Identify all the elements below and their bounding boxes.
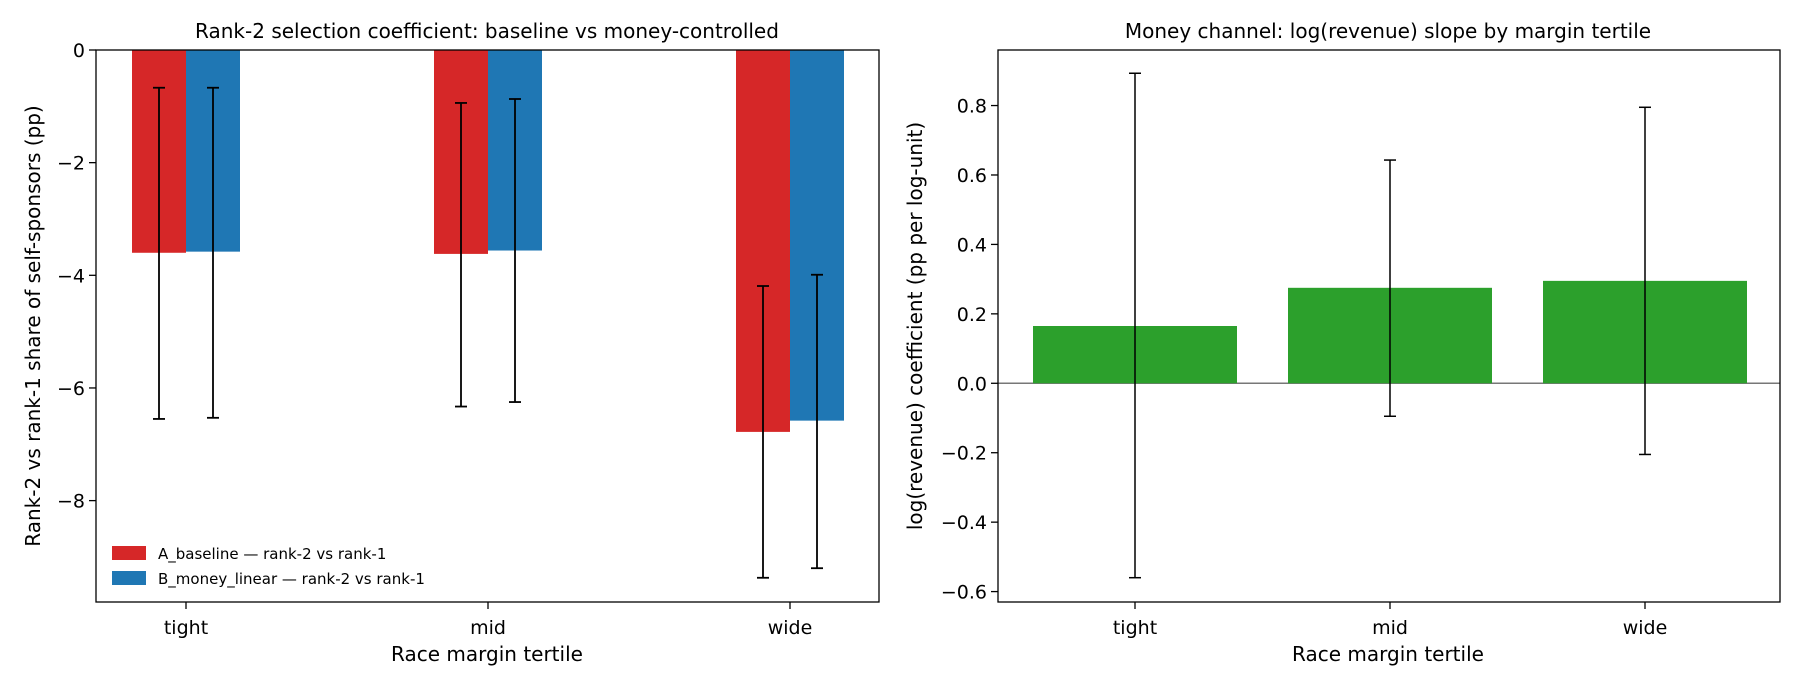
chart-left-xtick-label: wide bbox=[768, 617, 813, 639]
chart-left-error-bar bbox=[811, 273, 823, 570]
legend-swatch-b-money-linear bbox=[112, 571, 146, 585]
chart-left-xtick-label: mid bbox=[470, 617, 506, 639]
legend-label-a-baseline: A_baseline — rank-2 vs rank-1 bbox=[158, 545, 386, 564]
chart-right-ytick-label: −0.4 bbox=[941, 512, 987, 534]
chart-right-frame bbox=[997, 49, 1781, 603]
chart-left-ytick-label: −8 bbox=[57, 491, 85, 513]
chart-left-frame bbox=[95, 49, 880, 603]
chart-right-ytick-label: 0.8 bbox=[957, 96, 987, 118]
chart-right-plot-area: 0.8 0.6 0.4 0.2 0.0 −0.2 −0.4 −0.6 tight mid wide bbox=[941, 72, 1780, 639]
chart-right-xtick-label: mid bbox=[1372, 617, 1408, 639]
chart-left-xtick-label: tight bbox=[164, 617, 208, 639]
chart-right-ytick-label: −0.6 bbox=[941, 582, 987, 604]
chart-right-ytick-label: 0.6 bbox=[957, 165, 987, 187]
chart-left-title: Rank-2 selection coefficient: baseline v… bbox=[195, 19, 779, 43]
chart-left-ylabel: Rank-2 vs rank-1 share of self-sponsors … bbox=[21, 105, 45, 546]
chart-right-ytick-label: −0.2 bbox=[941, 443, 987, 465]
chart-left-legend: A_baseline — rank-2 vs rank-1 B_money_li… bbox=[112, 545, 425, 589]
chart-left-error-bar bbox=[207, 86, 219, 419]
chart-left-error-bar bbox=[153, 86, 165, 420]
chart-right: Money channel: log(revenue) slope by mar… bbox=[903, 19, 1781, 666]
chart-right-xlabel: Race margin tertile bbox=[1292, 642, 1484, 666]
chart-left: Rank-2 selection coefficient: baseline v… bbox=[21, 19, 880, 666]
chart-left-xlabel: Race margin tertile bbox=[391, 642, 583, 666]
chart-right-error-bar bbox=[1129, 72, 1141, 579]
chart-right-xtick-label: wide bbox=[1623, 617, 1668, 639]
legend-label-b-money-linear: B_money_linear — rank-2 vs rank-1 bbox=[158, 570, 425, 589]
chart-right-error-bar bbox=[1384, 159, 1396, 418]
chart-left-error-bar bbox=[757, 285, 769, 579]
chart-right-title: Money channel: log(revenue) slope by mar… bbox=[1125, 19, 1651, 43]
chart-right-ytick-label: 0.0 bbox=[957, 373, 987, 395]
chart-left-ytick-label: −2 bbox=[57, 153, 85, 175]
chart-left-error-bar bbox=[509, 98, 521, 403]
chart-right-ylabel: log(revenue) coefficient (pp per log-uni… bbox=[903, 122, 927, 530]
chart-left-ytick-label: −4 bbox=[57, 265, 85, 287]
chart-right-xtick-label: tight bbox=[1113, 617, 1157, 639]
chart-left-ytick-label: −6 bbox=[57, 378, 85, 400]
chart-right-ytick-label: 0.4 bbox=[957, 234, 987, 256]
chart-right-error-bar bbox=[1639, 106, 1651, 456]
legend-swatch-a-baseline bbox=[112, 546, 146, 560]
chart-left-ytick-label: 0 bbox=[73, 40, 85, 62]
chart-right-ytick-label: 0.2 bbox=[957, 304, 987, 326]
chart-left-plot-area: 0 −2 −4 −6 −8 tight mid wide bbox=[57, 40, 844, 639]
chart-left-error-bar bbox=[455, 102, 467, 408]
